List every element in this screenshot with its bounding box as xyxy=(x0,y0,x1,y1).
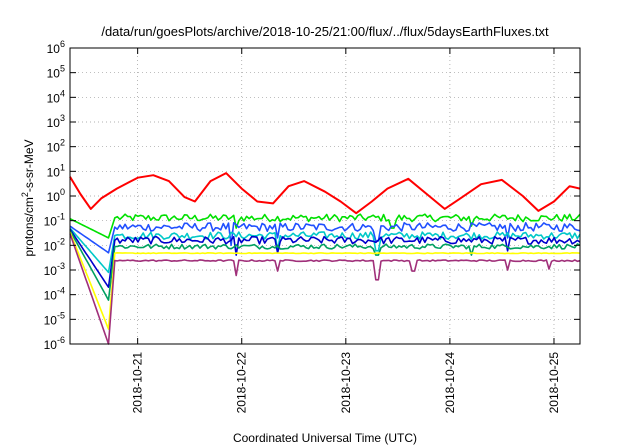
y-tick-label: 10-6 xyxy=(44,335,65,352)
y-tick-base: 10 xyxy=(47,67,61,81)
y-tick-base: 10 xyxy=(44,239,58,253)
y-tick-exponent: -5 xyxy=(57,310,65,320)
x-axis: 2018-10-21 2018-10-22 2018-10-23 2018-10-24… xyxy=(131,48,561,413)
series-line-4 xyxy=(69,227,581,274)
y-tick-label: 10-4 xyxy=(44,286,65,303)
y-tick-exponent: 0 xyxy=(60,187,65,197)
y-tick-base: 10 xyxy=(47,42,61,56)
series-line-1 xyxy=(69,172,581,215)
y-tick-exponent: -4 xyxy=(57,286,65,296)
y-tick-label: 102 xyxy=(47,138,65,155)
series-line-3 xyxy=(69,222,581,254)
y-tick-base: 10 xyxy=(44,215,58,229)
y-tick-base: 10 xyxy=(47,91,61,105)
y-tick-label: 10-5 xyxy=(44,310,65,327)
y-tick-label: 105 xyxy=(47,64,65,81)
y-tick-base: 10 xyxy=(44,313,58,327)
series-line-8 xyxy=(69,233,581,345)
y-tick-label: 104 xyxy=(47,88,65,105)
y-tick-label: 103 xyxy=(47,113,65,130)
y-tick-label: 10-3 xyxy=(44,261,65,278)
grid xyxy=(70,48,580,344)
y-tick-exponent: 6 xyxy=(60,39,65,49)
y-tick-exponent: 4 xyxy=(60,88,65,98)
y-tick-exponent: -1 xyxy=(57,212,65,222)
y-tick-exponent: -3 xyxy=(57,261,65,271)
y-tick-label: 106 xyxy=(47,39,65,56)
y-tick-label: 101 xyxy=(47,162,65,179)
y-axis-label: protons/cm2-s-sr-MeV xyxy=(20,139,36,256)
y-tick-base: 10 xyxy=(47,116,61,130)
y-tick-exponent: 2 xyxy=(60,138,65,148)
x-tick-label: 2018-10-23 xyxy=(339,352,353,414)
x-tick-label: 2018-10-25 xyxy=(547,352,561,414)
y-tick-exponent: -2 xyxy=(57,236,65,246)
y-tick-exponent: 5 xyxy=(60,64,65,74)
x-axis-label: Coordinated Universal Time (UTC) xyxy=(233,431,417,445)
y-axis: 10-610-510-410-310-210-11001011021031041… xyxy=(44,39,580,352)
x-tick-label: 2018-10-22 xyxy=(235,352,249,414)
series-line-5 xyxy=(69,228,581,288)
y-tick-exponent: 1 xyxy=(60,162,65,172)
y-tick-exponent: -6 xyxy=(57,335,65,345)
y-tick-base: 10 xyxy=(47,141,61,155)
x-tick-label: 2018-10-21 xyxy=(131,352,145,414)
series-line-6 xyxy=(69,230,581,301)
y-tick-label: 10-1 xyxy=(44,212,65,229)
y-tick-base: 10 xyxy=(47,190,61,204)
y-tick-label: 10-2 xyxy=(44,236,65,253)
chart-title: /data/run/goesPlots/archive/2018-10-25/2… xyxy=(101,24,549,39)
y-tick-exponent: 3 xyxy=(60,113,65,123)
series-line-2 xyxy=(69,213,581,239)
y-tick-base: 10 xyxy=(47,165,61,179)
series-line-7 xyxy=(69,231,581,330)
y-tick-label: 100 xyxy=(47,187,65,204)
y-tick-base: 10 xyxy=(44,264,58,278)
y-tick-base: 10 xyxy=(44,289,58,303)
x-tick-label: 2018-10-24 xyxy=(443,352,457,414)
y-tick-base: 10 xyxy=(44,338,58,352)
series-group xyxy=(69,172,581,345)
